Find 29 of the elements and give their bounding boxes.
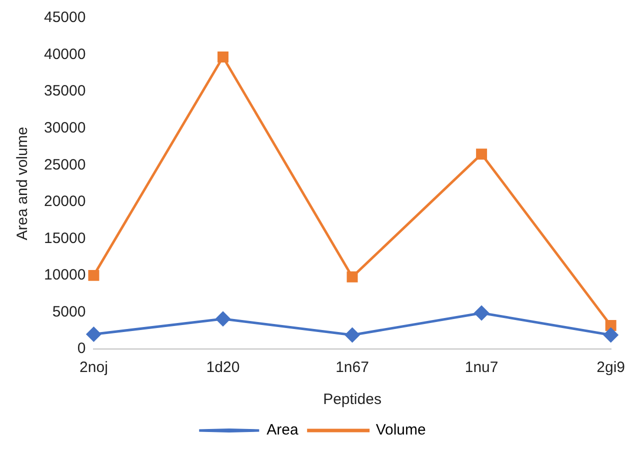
x-tick-label: 1n67 xyxy=(336,359,369,376)
x-axis-title: Peptides xyxy=(323,391,382,408)
y-tick-label: 0 xyxy=(77,340,86,358)
y-tick-label: 35000 xyxy=(44,82,86,100)
point xyxy=(216,312,230,326)
legend-label: Volume xyxy=(376,422,426,439)
point xyxy=(605,320,616,331)
point xyxy=(476,148,488,160)
x-tick-label: 1d20 xyxy=(206,359,240,376)
y-tick-label: 15000 xyxy=(44,230,86,247)
point xyxy=(217,51,228,62)
point xyxy=(86,327,101,342)
point xyxy=(474,306,489,320)
y-tick-label: 10000 xyxy=(44,266,86,284)
point xyxy=(346,271,358,282)
point xyxy=(88,270,100,281)
y-axis-title: Area and volume xyxy=(14,126,32,240)
y-tick-label: 25000 xyxy=(44,156,86,174)
x-tick-label: 2noj xyxy=(80,359,108,376)
y-tick-label: 40000 xyxy=(44,46,86,63)
point xyxy=(345,328,360,342)
y-tick-label: 5000 xyxy=(52,303,86,320)
point xyxy=(604,328,618,342)
x-tick-label: 1nu7 xyxy=(464,359,498,376)
legend-label: Area xyxy=(266,422,299,439)
y-tick-label: 45000 xyxy=(44,9,86,26)
y-tick-label: 30000 xyxy=(44,119,86,136)
y-tick-label: 20000 xyxy=(44,193,86,210)
x-tick-label: 2gi9 xyxy=(596,359,625,376)
